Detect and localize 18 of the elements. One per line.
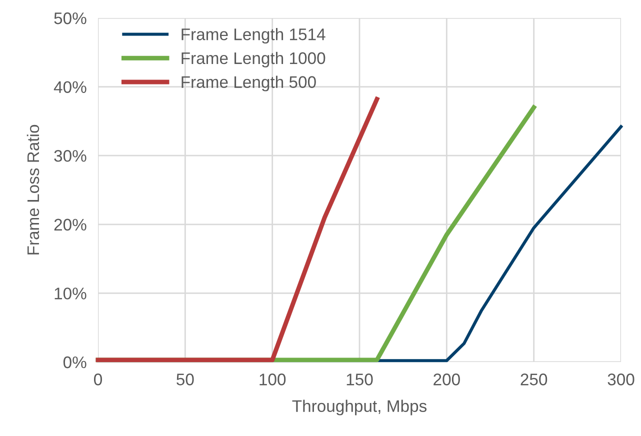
y-tick-label: 10% bbox=[54, 288, 86, 300]
x-tick-label: 0 bbox=[94, 374, 102, 386]
x-tick-label: 300 bbox=[608, 374, 634, 386]
y-axis-title: Frame Loss Ratio bbox=[26, 124, 40, 254]
y-tick-label: 40% bbox=[54, 81, 86, 94]
legend-label: Frame Length 500 bbox=[182, 76, 316, 92]
x-tick-label: 200 bbox=[434, 374, 460, 386]
x-tick-label: 150 bbox=[346, 374, 373, 386]
y-tick-label: 50% bbox=[54, 12, 86, 24]
x-tick-label: 100 bbox=[260, 374, 286, 386]
legend-label: Frame Length 1000 bbox=[182, 52, 326, 68]
x-tick-label: 250 bbox=[520, 374, 548, 386]
x-axis-title: Throughput, Mbps bbox=[292, 400, 427, 416]
y-tick-label: 30% bbox=[54, 150, 86, 162]
legend-label: Frame Length 1514 bbox=[182, 28, 326, 44]
y-tick-label: 20% bbox=[54, 218, 86, 231]
y-tick-label: 0% bbox=[63, 356, 86, 368]
x-tick-label: 50 bbox=[176, 374, 194, 386]
